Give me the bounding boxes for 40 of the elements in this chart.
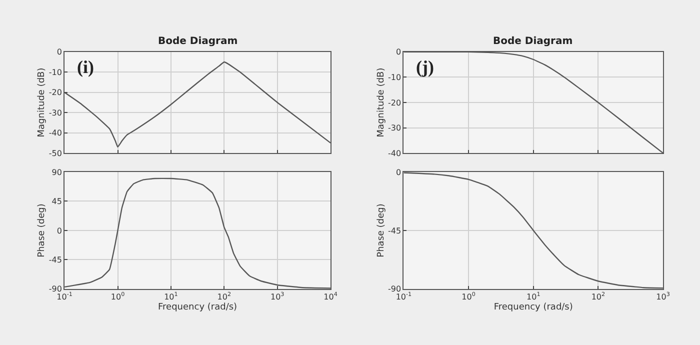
x-tick-label: 10$^{-1}$ bbox=[396, 291, 412, 302]
y-tick-label: 0 bbox=[56, 48, 62, 57]
chart-title: Bode Diagram bbox=[158, 36, 238, 47]
y-tick-label: -20 bbox=[388, 98, 402, 108]
x-tick-label: 10$^{0}$ bbox=[462, 291, 476, 302]
chart-title: Bode Diagram bbox=[493, 36, 573, 47]
annotation: (j) bbox=[416, 57, 434, 77]
y-tick-label: -40 bbox=[388, 148, 402, 158]
x-tick-label: 10$^{1}$ bbox=[164, 291, 178, 302]
x-tick-label: 10$^{2}$ bbox=[217, 291, 232, 302]
x-tick-label: 10$^{4}$ bbox=[324, 291, 338, 302]
x-tick-label: 10$^{2}$ bbox=[591, 291, 606, 302]
x-tick-label: 10$^{-1}$ bbox=[56, 291, 73, 302]
y-tick-label: 0 bbox=[56, 226, 62, 236]
y-tick-label: -10 bbox=[48, 68, 62, 77]
x-tick-label: 10$^{3}$ bbox=[270, 291, 285, 302]
y-tick-label: -30 bbox=[48, 108, 62, 118]
y-axis-title: Phase (deg) bbox=[376, 204, 386, 258]
y-tick-label: -20 bbox=[48, 88, 62, 98]
y-axis-title: Phase (deg) bbox=[37, 204, 48, 258]
x-tick-label: 10$^{1}$ bbox=[526, 291, 541, 302]
x-tick-label: 10$^{0}$ bbox=[110, 291, 126, 302]
y-tick-label: -45 bbox=[48, 255, 62, 264]
y-tick-label: -45 bbox=[388, 226, 402, 236]
y-tick-label: -30 bbox=[388, 124, 402, 133]
x-tick-label: 10$^{3}$ bbox=[656, 291, 670, 302]
x-axis-title: Frequency (rad/s) bbox=[158, 302, 238, 312]
annotation: (i) bbox=[77, 57, 94, 77]
y-tick-label: 45 bbox=[52, 197, 62, 206]
y-tick-label: -10 bbox=[388, 73, 402, 82]
y-tick-label: -90 bbox=[388, 284, 402, 294]
y-tick-label: 90 bbox=[52, 168, 62, 177]
y-tick-label: 0 bbox=[396, 48, 402, 57]
y-axis-title: Magnitude (dB) bbox=[37, 68, 48, 138]
y-tick-label: -50 bbox=[48, 148, 62, 158]
x-axis-title: Frequency (rad/s) bbox=[494, 302, 573, 312]
y-axis-title: Magnitude (dB) bbox=[376, 68, 386, 138]
y-tick-label: 0 bbox=[396, 168, 402, 177]
y-tick-label: -90 bbox=[48, 284, 62, 294]
y-tick-label: -40 bbox=[48, 128, 62, 138]
